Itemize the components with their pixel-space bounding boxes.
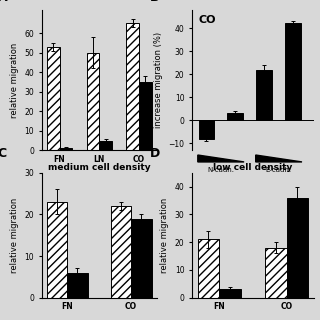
Text: N-cadh.: N-cadh. — [207, 166, 235, 172]
Text: C: C — [0, 147, 7, 160]
Polygon shape — [198, 155, 244, 162]
Title: medium cell density: medium cell density — [48, 163, 150, 172]
Bar — [47, 202, 67, 298]
Bar — [219, 289, 241, 298]
Bar — [131, 219, 152, 298]
Text: CO: CO — [198, 15, 216, 25]
Text: D: D — [149, 147, 160, 160]
Y-axis label: increase migration (%): increase migration (%) — [154, 32, 163, 128]
Bar — [47, 47, 60, 150]
Bar — [139, 82, 152, 150]
Text: A: A — [0, 0, 7, 4]
Title: low cell density: low cell density — [213, 163, 292, 172]
Text: B: B — [149, 0, 159, 4]
Bar — [285, 23, 301, 120]
Y-axis label: relative migration: relative migration — [10, 197, 19, 273]
Polygon shape — [256, 155, 302, 162]
Bar — [126, 23, 139, 150]
Bar — [99, 140, 112, 150]
Bar — [265, 248, 286, 298]
Bar — [198, 120, 214, 139]
Bar — [286, 198, 308, 298]
Bar — [256, 70, 272, 120]
Bar — [197, 239, 219, 298]
Y-axis label: relative migration: relative migration — [10, 42, 19, 118]
Bar — [228, 114, 244, 120]
Bar — [67, 273, 88, 298]
Text: E-cadh.
peptides: E-cadh. peptides — [264, 166, 294, 180]
Bar — [60, 148, 72, 150]
Y-axis label: relative migration: relative migration — [160, 197, 169, 273]
Bar — [111, 206, 131, 298]
Bar — [86, 52, 99, 150]
